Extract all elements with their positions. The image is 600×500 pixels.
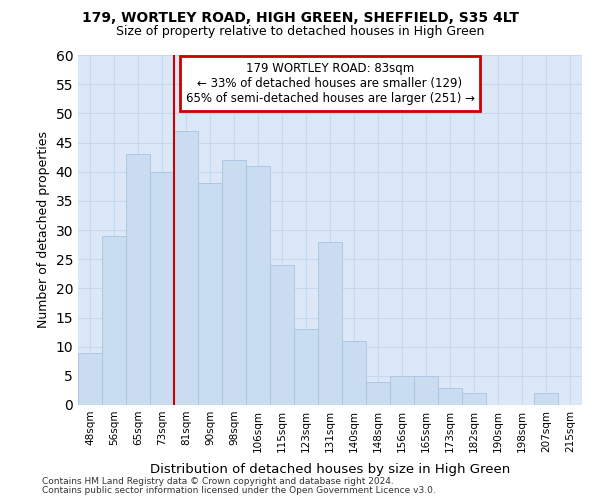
Bar bbox=[438, 388, 462, 405]
Text: 179 WORTLEY ROAD: 83sqm
← 33% of detached houses are smaller (129)
65% of semi-d: 179 WORTLEY ROAD: 83sqm ← 33% of detache… bbox=[185, 62, 475, 105]
Bar bbox=[390, 376, 414, 405]
X-axis label: Distribution of detached houses by size in High Green: Distribution of detached houses by size … bbox=[150, 463, 510, 476]
Bar bbox=[126, 154, 150, 405]
Bar bbox=[342, 341, 366, 405]
Bar bbox=[222, 160, 246, 405]
Bar bbox=[102, 236, 126, 405]
Bar bbox=[462, 394, 486, 405]
Bar bbox=[78, 352, 102, 405]
Bar bbox=[414, 376, 438, 405]
Text: 179, WORTLEY ROAD, HIGH GREEN, SHEFFIELD, S35 4LT: 179, WORTLEY ROAD, HIGH GREEN, SHEFFIELD… bbox=[82, 11, 518, 25]
Bar bbox=[150, 172, 174, 405]
Bar bbox=[198, 184, 222, 405]
Bar bbox=[246, 166, 270, 405]
Text: Contains HM Land Registry data © Crown copyright and database right 2024.: Contains HM Land Registry data © Crown c… bbox=[42, 477, 394, 486]
Bar bbox=[534, 394, 558, 405]
Y-axis label: Number of detached properties: Number of detached properties bbox=[37, 132, 50, 328]
Bar bbox=[366, 382, 390, 405]
Bar bbox=[174, 131, 198, 405]
Text: Contains public sector information licensed under the Open Government Licence v3: Contains public sector information licen… bbox=[42, 486, 436, 495]
Text: Size of property relative to detached houses in High Green: Size of property relative to detached ho… bbox=[116, 25, 484, 38]
Bar bbox=[318, 242, 342, 405]
Bar bbox=[270, 265, 294, 405]
Bar bbox=[294, 329, 318, 405]
